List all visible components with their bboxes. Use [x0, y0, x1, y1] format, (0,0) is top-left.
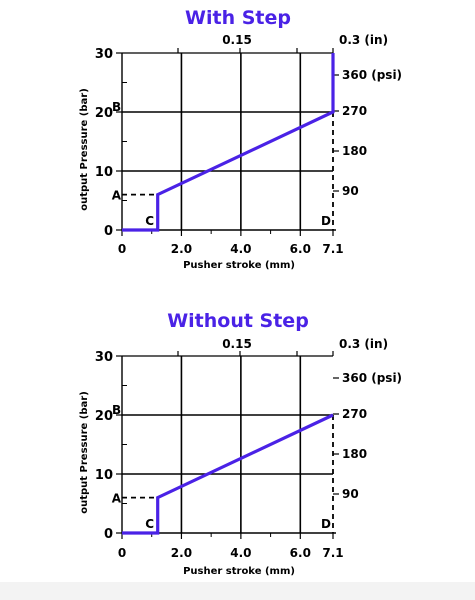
x-tick-label: 6.0 [290, 242, 311, 256]
y-tick-label: 0 [104, 527, 113, 542]
right-tick-label: 90 [342, 487, 359, 501]
x-tick-label: 4.0 [230, 242, 251, 256]
top-tick-label: 0.15 [222, 337, 252, 351]
chart-title: Without Step [167, 310, 309, 332]
point-label-d: D [321, 517, 331, 531]
y-tick-label: 0 [104, 224, 113, 239]
x-tick-label: 2.0 [171, 546, 192, 560]
x-tick-label: 6.0 [290, 546, 311, 560]
chart-2: Without Step 0 10 20 30 output Pressure (bar)… [79, 310, 402, 577]
point-label-b: B [112, 403, 121, 417]
top-tick-label: 0.3 (in) [339, 337, 388, 351]
x-tick-label: 2.0 [171, 242, 192, 256]
x-axis-title: Pusher stroke (mm) [183, 260, 295, 271]
right-tick-label: 360 (psi) [342, 371, 402, 385]
y-axis-title: output Pressure (bar) [79, 88, 90, 211]
right-tick-label: 180 [342, 447, 367, 461]
point-label-c: C [145, 517, 154, 531]
y-tick-label: 30 [95, 47, 113, 62]
x-tick-label: 4.0 [230, 546, 251, 560]
right-tick-label: 360 (psi) [342, 68, 402, 82]
point-label-a: A [112, 189, 122, 203]
x-tick-label: 0 [118, 242, 126, 256]
point-label-d: D [321, 214, 331, 228]
y-tick-label: 20 [95, 106, 113, 121]
x-axis-title: Pusher stroke (mm) [183, 566, 295, 577]
top-tick-label: 0.3 (in) [339, 33, 388, 47]
point-label-c: C [145, 214, 154, 228]
right-tick-label: 180 [342, 144, 367, 158]
y-tick-label: 10 [95, 468, 113, 483]
top-tick-label: 0.15 [222, 33, 252, 47]
x-tick-label: 7.1 [322, 546, 343, 560]
right-tick-label: 90 [342, 184, 359, 198]
point-label-b: B [112, 100, 121, 114]
y-tick-label: 10 [95, 165, 113, 180]
y-tick-label: 30 [95, 350, 113, 365]
chart-title: With Step [185, 7, 291, 29]
series-line-1 [122, 413, 334, 535]
right-tick-label: 270 [342, 407, 367, 421]
x-tick-label: 0 [118, 546, 126, 560]
y-axis-title: output Pressure (bar) [79, 391, 90, 514]
series-line-1 [122, 53, 335, 232]
x-tick-label: 7.1 [322, 242, 343, 256]
y-tick-label: 20 [95, 409, 113, 424]
right-tick-label: 270 [342, 104, 367, 118]
bottom-band [0, 582, 475, 600]
chart-1: With Step 0 10 20 30 output Pressure (bar) 0 2.… [79, 7, 402, 271]
point-label-a: A [112, 492, 122, 506]
